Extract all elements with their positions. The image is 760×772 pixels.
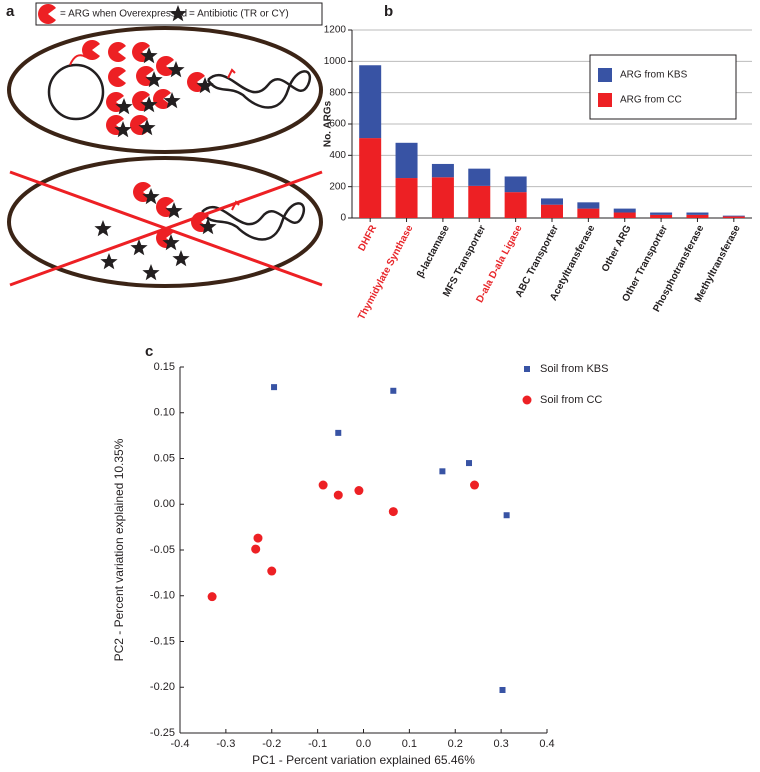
y-tick-label: 200	[329, 181, 346, 192]
bar	[613, 208, 636, 213]
chromosome	[200, 202, 305, 241]
legend-marker	[524, 366, 530, 372]
point	[318, 480, 328, 490]
point	[335, 429, 342, 436]
bar	[577, 208, 600, 218]
y-tick-label: -0.10	[150, 590, 175, 602]
legend-label: ARG from KBS	[620, 70, 688, 81]
point	[388, 507, 398, 517]
promoter	[69, 54, 87, 66]
arg-icon	[38, 4, 56, 24]
bar	[359, 65, 382, 139]
legend-label: Soil from CC	[540, 394, 602, 406]
legend-marker	[522, 395, 532, 405]
bar	[722, 216, 745, 218]
bar	[468, 185, 491, 218]
bar	[541, 198, 563, 205]
y-tick-label: 600	[329, 119, 346, 130]
x-axis-label: PC1 - Percent variation explained 65.46%	[252, 753, 475, 767]
y-tick-label: 0	[340, 213, 346, 224]
point	[251, 544, 261, 554]
y-tick-label: 0.00	[154, 498, 175, 510]
y-tick-label: 1200	[324, 25, 347, 36]
legend-box	[35, 2, 323, 26]
bar	[431, 177, 454, 218]
plasmid	[47, 63, 105, 121]
point	[207, 592, 217, 602]
bar	[686, 214, 709, 218]
x-tick-label: -0.3	[216, 738, 235, 750]
point	[466, 460, 473, 467]
panel-label: c	[145, 343, 153, 360]
cell	[7, 156, 323, 288]
y-tick-label: 400	[329, 150, 346, 161]
panel-label: a	[6, 3, 15, 20]
bar	[468, 168, 491, 186]
x-tick-label: 0.2	[448, 738, 463, 750]
point	[354, 486, 364, 496]
x-tick-label: -0.1	[308, 738, 327, 750]
y-tick-label: -0.15	[150, 635, 175, 647]
point	[439, 468, 446, 475]
legend-box	[589, 54, 737, 120]
chromosome	[206, 70, 311, 109]
bar	[650, 212, 673, 215]
bar	[650, 214, 673, 218]
x-tick-label: 0.1	[402, 738, 417, 750]
panel-a: a = ARG when Overexpressed = Antibiotic …	[6, 2, 323, 288]
legend-swatch	[598, 93, 612, 107]
point	[470, 480, 480, 490]
x-tick-label: Other ARG	[600, 223, 634, 274]
bar	[504, 192, 527, 218]
y-tick-label: -0.25	[150, 727, 175, 739]
panel-c: c -0.25 -0.20 -0.15 -0.10 -0.05 0.00 0.05 0.10 0.…	[112, 343, 608, 767]
y-tick-label: 0.15	[154, 361, 175, 373]
point	[271, 384, 278, 391]
cell	[7, 26, 323, 154]
bar	[686, 212, 709, 215]
y-axis-label: No. ARGs	[323, 100, 334, 147]
bar	[395, 142, 418, 179]
bar	[431, 163, 454, 178]
x-tick-label: β-lactamase	[415, 223, 452, 280]
y-tick-label: 1000	[324, 56, 347, 67]
point	[499, 686, 506, 693]
x-tick-label: 0.4	[539, 738, 554, 750]
y-tick-label: 0.10	[154, 407, 175, 419]
bar	[395, 178, 418, 218]
y-tick-label: 800	[329, 87, 346, 98]
x-tick-label: DHFR	[356, 223, 379, 253]
y-tick-label: -0.05	[150, 544, 175, 556]
cross	[9, 170, 323, 287]
legend-label: ARG from CC	[620, 95, 682, 106]
point	[267, 566, 277, 576]
panel-label: b	[384, 3, 393, 20]
point	[503, 512, 510, 519]
promoter	[227, 68, 236, 79]
legend-text: = Antibiotic (TR or CY)	[189, 9, 289, 20]
bar	[722, 215, 745, 217]
bar	[613, 212, 636, 218]
bar	[504, 176, 527, 193]
point	[333, 490, 343, 500]
bar	[577, 202, 600, 209]
legend-text: = ARG when Overexpressed	[60, 9, 187, 20]
y-axis-label: PC2 - Percent variation explained 10.35%	[112, 438, 126, 661]
y-tick-label: -0.20	[150, 681, 175, 693]
bar	[359, 138, 382, 218]
point	[253, 533, 263, 543]
legend-swatch	[598, 68, 612, 82]
bar	[541, 204, 563, 218]
point	[390, 387, 397, 394]
x-tick-label: -0.2	[262, 738, 281, 750]
y-tick-label: 0.05	[154, 452, 175, 464]
x-tick-label: 0.3	[493, 738, 508, 750]
x-tick-label: -0.4	[171, 738, 190, 750]
x-tick-label: 0.0	[356, 738, 371, 750]
legend-label: Soil from KBS	[540, 363, 608, 375]
